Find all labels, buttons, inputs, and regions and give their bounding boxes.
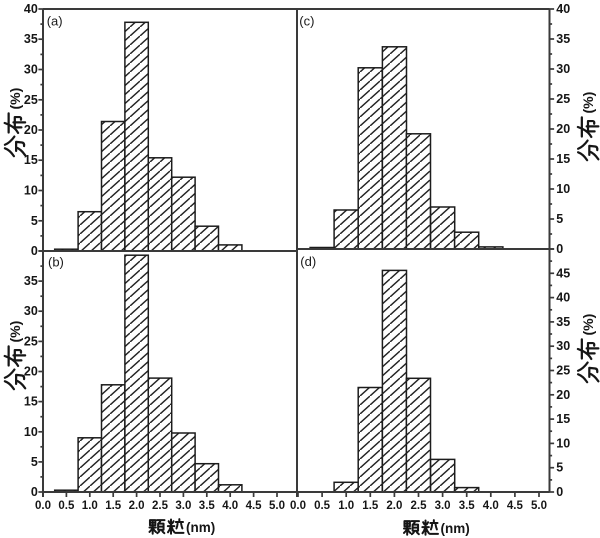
svg-text:3.0: 3.0	[175, 500, 191, 512]
svg-text:25: 25	[24, 93, 38, 107]
svg-text:0.0: 0.0	[35, 500, 51, 512]
svg-text:4.5: 4.5	[507, 500, 524, 512]
svg-text:3.5: 3.5	[459, 500, 476, 512]
svg-text:0: 0	[31, 485, 38, 499]
svg-text:(a): (a)	[47, 13, 63, 28]
svg-text:1.0: 1.0	[82, 500, 98, 512]
svg-text:0: 0	[31, 244, 38, 258]
svg-text:2.0: 2.0	[129, 500, 145, 512]
svg-text:35: 35	[24, 32, 38, 46]
svg-text:20: 20	[556, 388, 570, 402]
svg-text:4.0: 4.0	[222, 500, 238, 512]
svg-text:40: 40	[24, 2, 38, 16]
svg-text:(c): (c)	[299, 13, 314, 28]
svg-text:10: 10	[556, 436, 570, 450]
svg-text:5.0: 5.0	[531, 500, 547, 512]
svg-text:0: 0	[556, 485, 563, 499]
svg-text:4.5: 4.5	[246, 500, 263, 512]
svg-text:(%): (%)	[7, 88, 23, 110]
svg-text:5: 5	[31, 455, 38, 469]
svg-text:25: 25	[556, 92, 570, 106]
svg-text:2.5: 2.5	[152, 500, 169, 512]
svg-text:0.5: 0.5	[58, 500, 75, 512]
svg-text:(%): (%)	[580, 314, 596, 336]
svg-text:(d): (d)	[300, 254, 316, 269]
svg-text:20: 20	[556, 122, 570, 136]
svg-text:35: 35	[24, 274, 38, 288]
svg-text:15: 15	[24, 153, 38, 167]
svg-text:(b): (b)	[48, 255, 64, 270]
svg-text:40: 40	[556, 291, 570, 305]
svg-text:2.0: 2.0	[386, 500, 402, 512]
svg-text:35: 35	[556, 32, 570, 46]
svg-text:1.0: 1.0	[338, 500, 354, 512]
svg-text:15: 15	[556, 152, 570, 166]
svg-text:5: 5	[31, 214, 38, 228]
svg-text:1.5: 1.5	[105, 500, 122, 512]
svg-text:30: 30	[556, 339, 570, 353]
svg-text:5: 5	[556, 461, 563, 475]
svg-text:4.0: 4.0	[483, 500, 499, 512]
svg-text:40: 40	[556, 2, 570, 16]
svg-text:3.0: 3.0	[435, 500, 451, 512]
svg-text:5.0: 5.0	[269, 500, 285, 512]
svg-text:(nm): (nm)	[441, 521, 470, 536]
svg-text:(nm): (nm)	[186, 520, 215, 535]
svg-text:10: 10	[24, 425, 38, 439]
svg-text:2.5: 2.5	[411, 500, 428, 512]
svg-text:0.5: 0.5	[314, 500, 331, 512]
svg-text:1.5: 1.5	[362, 500, 379, 512]
svg-text:5: 5	[556, 212, 563, 226]
svg-text:(%): (%)	[7, 321, 23, 343]
svg-text:30: 30	[24, 63, 38, 77]
svg-text:25: 25	[24, 334, 38, 348]
svg-text:35: 35	[556, 315, 570, 329]
svg-text:0.0: 0.0	[290, 500, 306, 512]
svg-text:30: 30	[24, 304, 38, 318]
svg-text:10: 10	[556, 182, 570, 196]
svg-text:3.5: 3.5	[199, 500, 216, 512]
svg-text:45: 45	[556, 266, 570, 280]
svg-text:20: 20	[24, 365, 38, 379]
svg-text:15: 15	[556, 412, 570, 426]
svg-text:30: 30	[556, 62, 570, 76]
svg-text:0: 0	[556, 242, 563, 256]
svg-text:15: 15	[24, 395, 38, 409]
svg-text:20: 20	[24, 123, 38, 137]
svg-text:10: 10	[24, 184, 38, 198]
svg-text:25: 25	[556, 364, 570, 378]
svg-text:(%): (%)	[580, 92, 596, 114]
